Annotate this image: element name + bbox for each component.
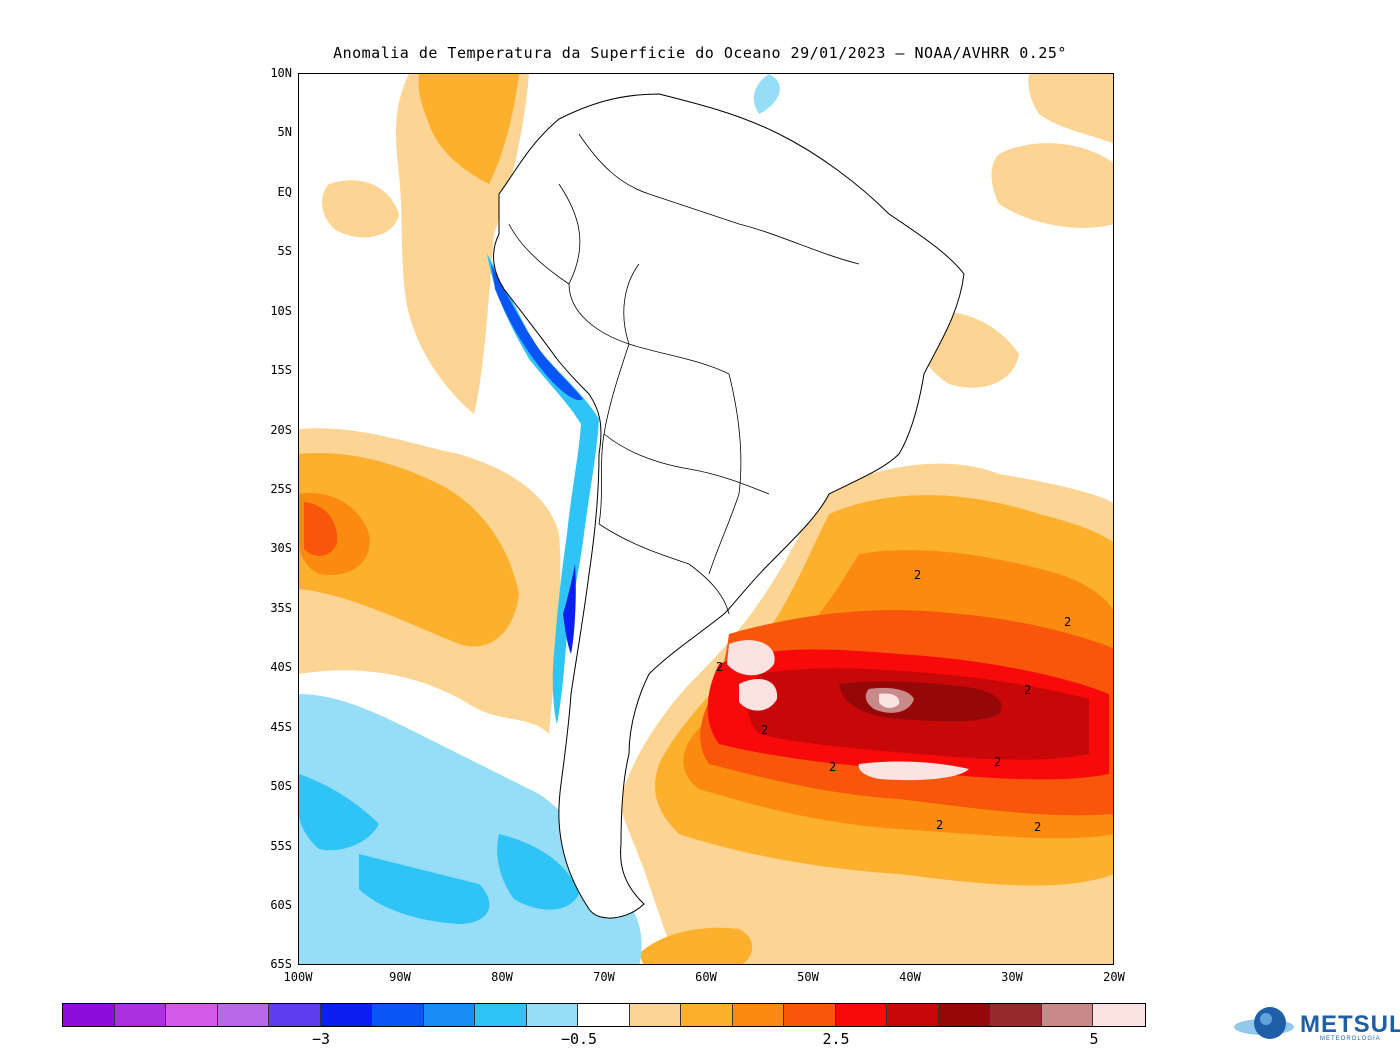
colorbar-cell (114, 1004, 166, 1026)
lat-label: 35S (270, 601, 292, 615)
lat-label: 65S (270, 957, 292, 971)
contour-label: 2 (936, 818, 943, 832)
colorbar-cell (938, 1004, 990, 1026)
contour-label: 2 (1064, 615, 1071, 629)
colorbar-cell (835, 1004, 887, 1026)
lon-label: 20W (1103, 970, 1125, 984)
sst-anomaly-field: 2 2 2 2 2 2 2 2 2 (299, 74, 1113, 964)
warm-anomaly-north-pacific (322, 74, 529, 414)
sst-anomaly-map: 2 2 2 2 2 2 2 2 2 (298, 73, 1114, 965)
colorbar-cell (681, 1004, 733, 1026)
lat-label: 30S (270, 541, 292, 555)
logo-subtitle: METEOROLOGIA (1320, 1036, 1381, 1042)
colorbar-cell (732, 1004, 784, 1026)
lon-label: 90W (389, 970, 411, 984)
colorbar-cell (320, 1004, 372, 1026)
lat-label: EQ (277, 185, 292, 199)
contour-label: 2 (1034, 820, 1041, 834)
lat-label: 10S (270, 304, 292, 318)
metsul-logo-icon (1234, 1007, 1294, 1039)
contour-label: 2 (829, 760, 836, 774)
lat-label: 50S (270, 779, 292, 793)
lat-label: 40S (270, 660, 292, 674)
colorbar-cell (578, 1004, 630, 1026)
lat-label: 60S (270, 898, 292, 912)
colorbar-cell (990, 1004, 1042, 1026)
colorbar-cell (526, 1004, 578, 1026)
cold-coastal-upwelling-peru-chile (487, 254, 599, 724)
colorbar-cell (629, 1004, 681, 1026)
contour-label: 2 (1024, 683, 1031, 697)
warm-anomaly-drake-passage (639, 927, 753, 964)
contour-label: 2 (716, 660, 723, 674)
colorbar-cell (887, 1004, 939, 1026)
colorbar-label: −3 (311, 1030, 331, 1048)
lon-label: 50W (797, 970, 819, 984)
lat-label: 5N (277, 125, 292, 139)
colorbar-cell (269, 1004, 321, 1026)
colorbar-cell (217, 1004, 269, 1026)
cold-anomaly-southeast-pacific (299, 74, 780, 964)
lon-label: 40W (899, 970, 921, 984)
colorbar-cell (372, 1004, 424, 1026)
lon-label: 100W (283, 970, 313, 984)
colorbar-cell (63, 1004, 115, 1026)
colorbar-cell (423, 1004, 475, 1026)
lat-label: 5S (277, 244, 292, 258)
lat-label: 55S (270, 839, 292, 853)
map-title: Anomalia de Temperatura da Superficie do… (333, 44, 1067, 62)
country-borders (508, 133, 860, 615)
lon-label: 30W (1001, 970, 1023, 984)
south-america-landmass (493, 93, 965, 919)
colorbar-cell (1093, 1004, 1145, 1026)
warm-anomaly-west-pacific (299, 428, 561, 734)
contour-labels: 2 2 2 2 2 2 2 2 2 (716, 568, 1071, 834)
colorbar (62, 1003, 1146, 1027)
contour-label: 2 (994, 755, 1001, 769)
colorbar-cell (784, 1004, 836, 1026)
lon-label: 60W (695, 970, 717, 984)
colorbar-cell (475, 1004, 527, 1026)
contour-label: 2 (914, 568, 921, 582)
lon-label: 70W (593, 970, 615, 984)
colorbar-label: 2.5 (822, 1030, 850, 1048)
colorbar-label: −0.5 (560, 1030, 598, 1048)
lat-label: 45S (270, 720, 292, 734)
colorbar-label: 5 (1089, 1030, 1099, 1048)
contour-label: 2 (761, 723, 768, 737)
colorbar-cell (166, 1004, 218, 1026)
lat-label: 25S (270, 482, 292, 496)
lat-label: 15S (270, 363, 292, 377)
lat-label: 20S (270, 423, 292, 437)
lat-label: 10N (270, 66, 292, 80)
logo-name: METSUL (1300, 1011, 1400, 1038)
warm-anomaly-tropical-atlantic (915, 74, 1113, 388)
warm-anomaly-south-atlantic (619, 463, 1113, 964)
colorbar-cell (1041, 1004, 1093, 1026)
lon-label: 80W (491, 970, 513, 984)
